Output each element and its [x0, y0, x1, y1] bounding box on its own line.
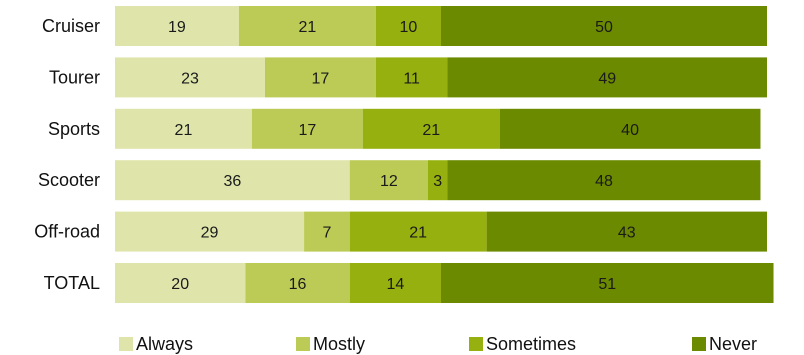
category-label-tourer: Tourer — [49, 67, 100, 87]
value-label-cruiser-sometimes: 10 — [400, 19, 418, 36]
bars: 19 21 10 50 23 17 11 49 21 17 21 40 36 12 3 48 29 7 21 43 20… — [115, 6, 774, 303]
value-label-scooter-always: 36 — [223, 173, 241, 190]
category-label-scooter: Scooter — [38, 170, 100, 190]
value-label-off-road-sometimes: 21 — [409, 225, 427, 242]
value-label-sports-always: 21 — [175, 122, 193, 139]
value-label-tourer-sometimes: 11 — [403, 70, 420, 87]
bar-scooter-never — [447, 160, 761, 201]
value-label-tourer-never: 49 — [598, 70, 616, 87]
category-label-total: TOTAL — [44, 273, 100, 293]
bar-off-road-sometimes — [349, 211, 487, 252]
value-label-sports-sometimes: 21 — [422, 122, 440, 139]
value-label-total-sometimes: 14 — [386, 276, 404, 293]
legend-label-sometimes: Sometimes — [486, 334, 576, 354]
legend-label-mostly: Mostly — [313, 334, 365, 354]
category-label-sports: Sports — [48, 119, 100, 139]
bar-cruiser-always — [115, 6, 239, 46]
value-label-sports-mostly: 17 — [298, 122, 316, 139]
bar-total-never — [441, 263, 774, 303]
value-label-total-mostly: 16 — [289, 276, 307, 293]
bar-off-road-never — [486, 211, 767, 252]
value-label-tourer-mostly: 17 — [311, 70, 329, 87]
category-labels: Cruiser Tourer Sports Scooter Off-road TOTAL — [34, 16, 100, 293]
legend: Always Mostly Sometimes Never — [119, 334, 757, 354]
bar-scooter-mostly — [349, 160, 428, 201]
bar-tourer-never — [447, 57, 767, 98]
bar-scooter-always — [115, 160, 350, 201]
value-label-scooter-mostly: 12 — [380, 173, 398, 190]
bar-sports-always — [115, 108, 252, 149]
value-label-off-road-mostly: 7 — [322, 225, 331, 242]
bar-tourer-sometimes — [375, 57, 448, 98]
bar-total-mostly — [245, 263, 350, 303]
bar-scooter-sometimes — [427, 160, 448, 201]
value-label-cruiser-never: 50 — [595, 19, 613, 36]
value-label-scooter-never: 48 — [595, 173, 613, 190]
category-label-cruiser: Cruiser — [42, 16, 100, 36]
value-label-sports-never: 40 — [621, 122, 639, 139]
bar-cruiser-never — [441, 6, 767, 46]
category-label-off-road: Off-road — [34, 222, 100, 242]
legend-swatch-always — [119, 337, 133, 351]
bar-tourer-mostly — [264, 57, 376, 98]
bar-cruiser-sometimes — [375, 6, 441, 46]
legend-swatch-mostly — [296, 337, 310, 351]
bar-off-road-mostly — [304, 211, 350, 252]
value-label-off-road-never: 43 — [618, 225, 636, 242]
value-label-cruiser-mostly: 21 — [298, 19, 316, 36]
bar-tourer-always — [115, 57, 265, 98]
bar-total-always — [115, 263, 246, 303]
bar-cruiser-mostly — [238, 6, 376, 46]
bar-sports-mostly — [251, 108, 363, 149]
value-label-total-never: 51 — [598, 276, 616, 293]
bar-sports-never — [499, 108, 761, 149]
bar-total-sometimes — [349, 263, 441, 303]
value-label-total-always: 20 — [171, 276, 189, 293]
value-label-scooter-sometimes: 3 — [433, 173, 442, 190]
legend-label-always: Always — [136, 334, 193, 354]
bar-sports-sometimes — [362, 108, 500, 149]
bar-off-road-always — [115, 211, 305, 252]
legend-label-never: Never — [709, 334, 757, 354]
value-label-tourer-always: 23 — [181, 70, 199, 87]
legend-swatch-never — [692, 337, 706, 351]
value-label-cruiser-always: 19 — [168, 19, 186, 36]
value-label-off-road-always: 29 — [201, 225, 219, 242]
legend-swatch-sometimes — [469, 337, 483, 351]
